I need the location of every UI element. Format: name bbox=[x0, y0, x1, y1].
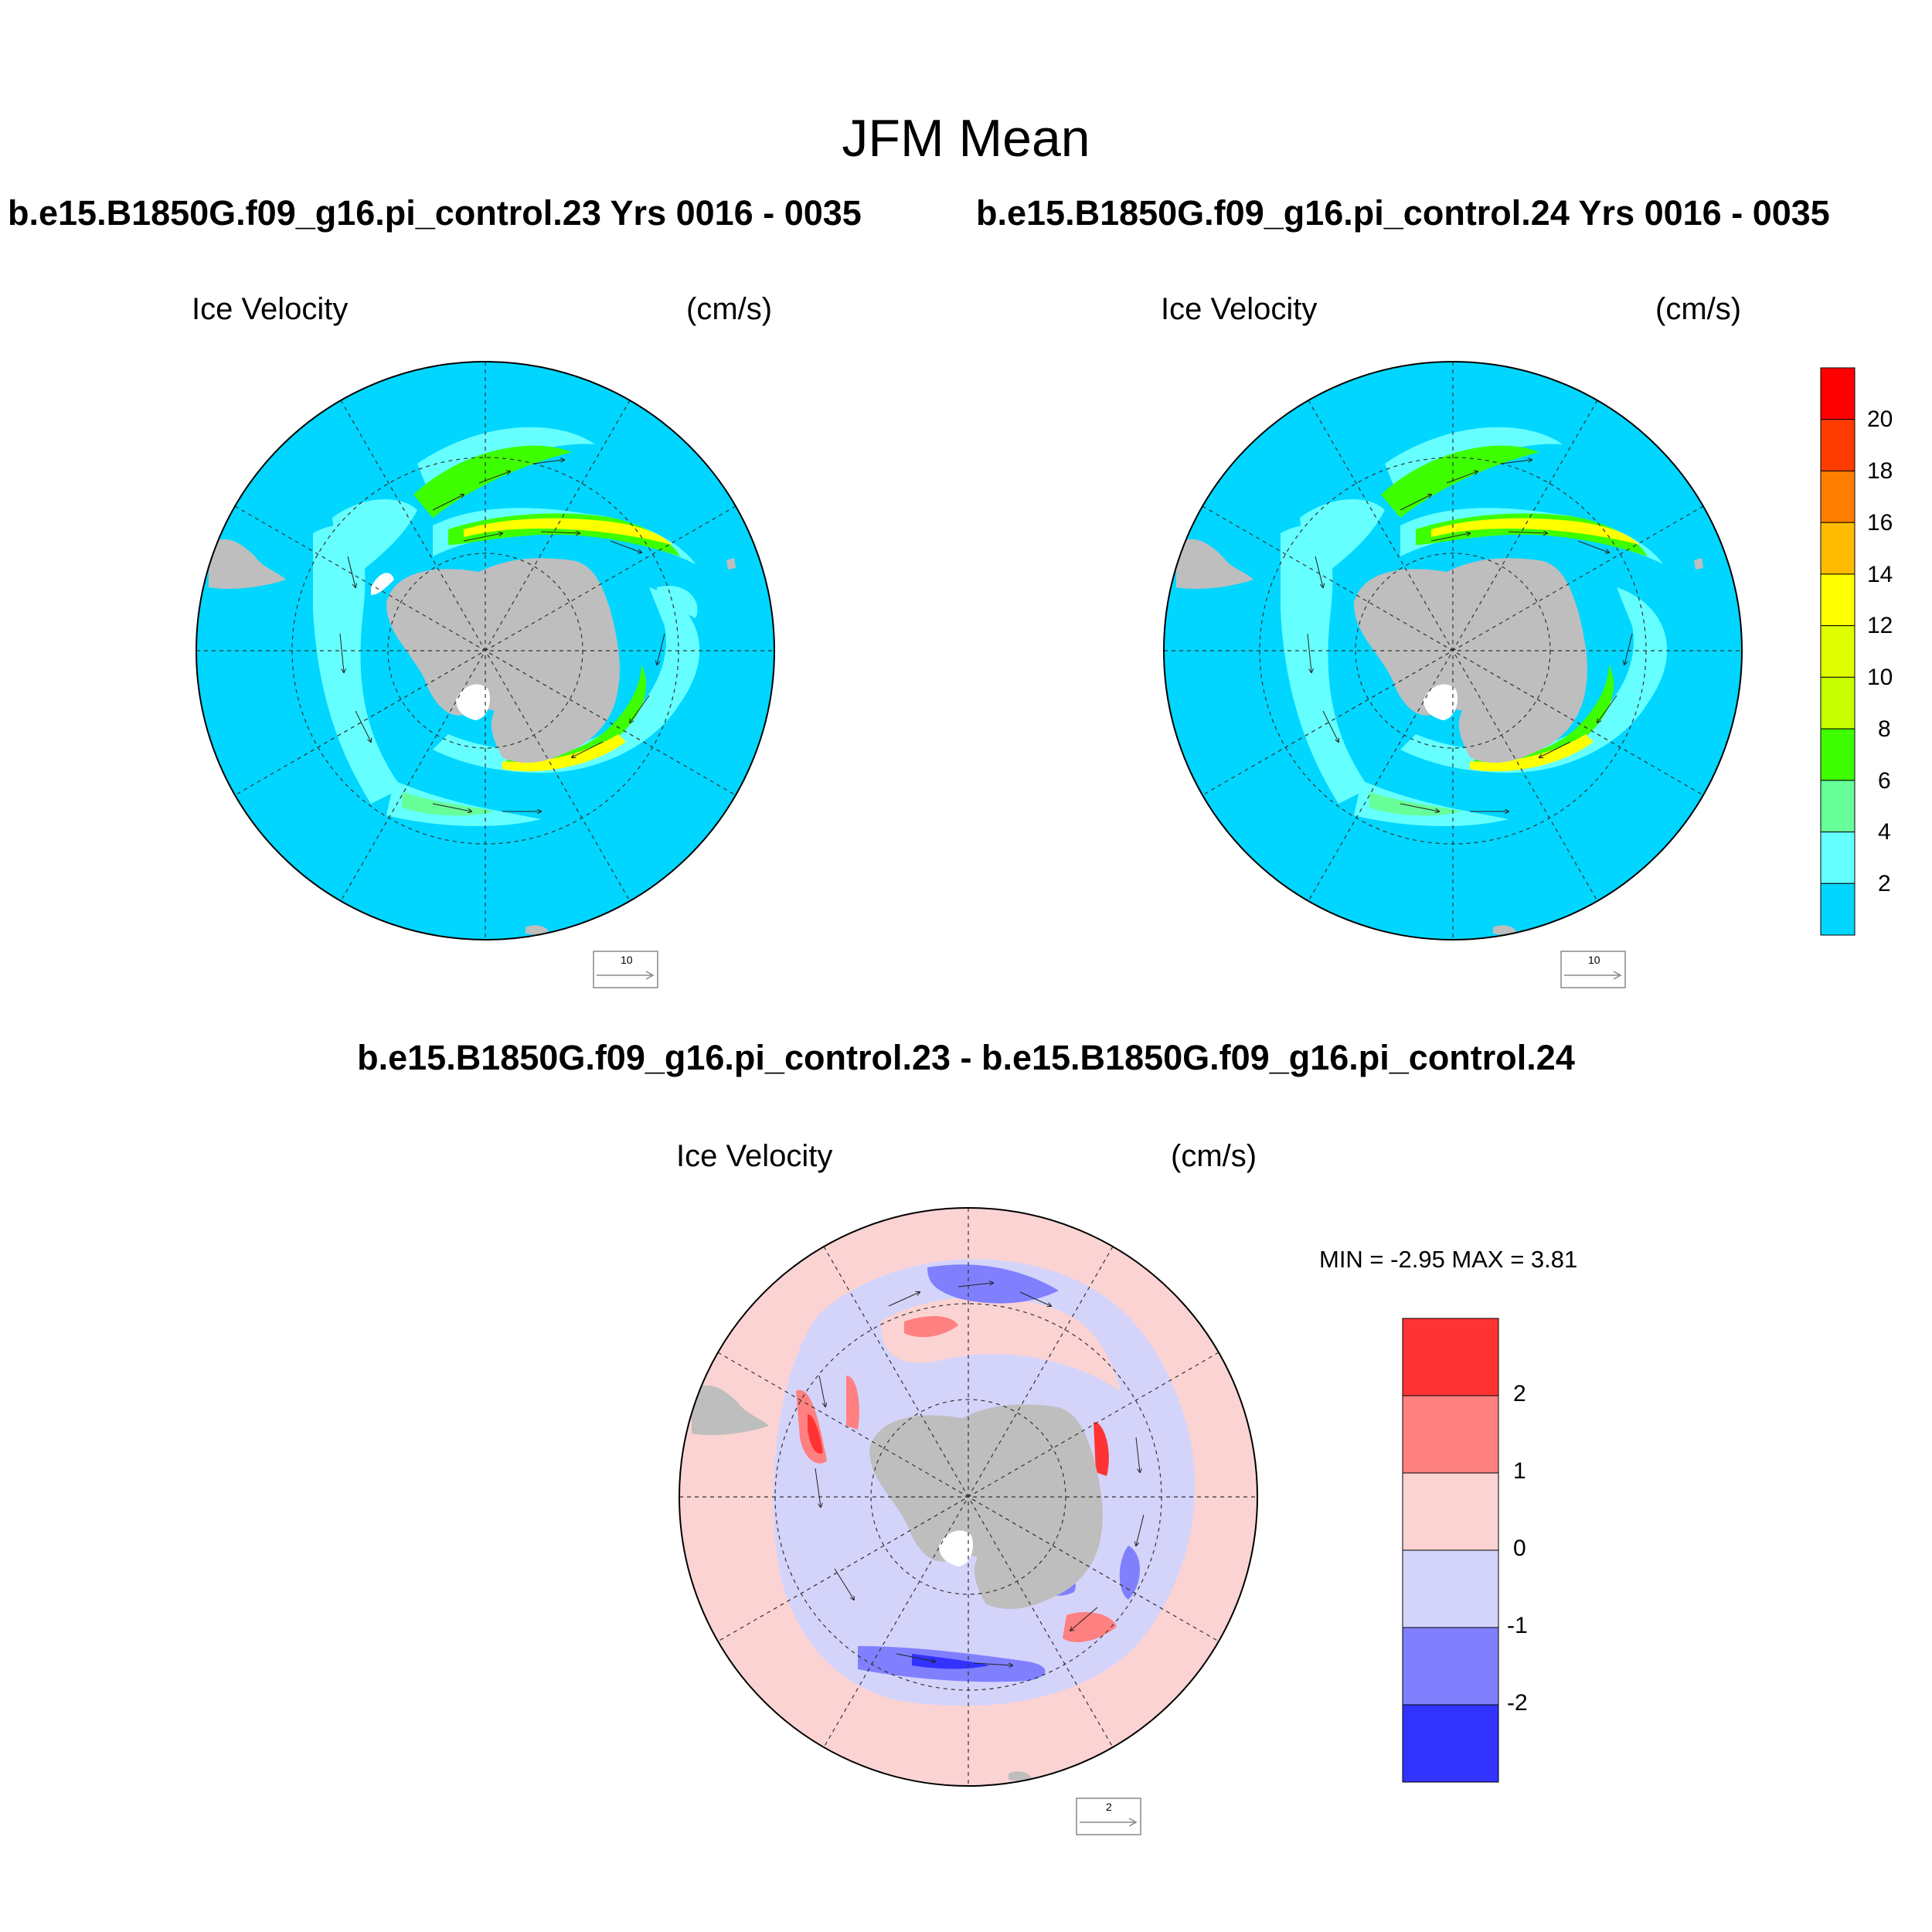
diff-colorbar-cell bbox=[1402, 1549, 1499, 1628]
colorbar bbox=[1820, 367, 1855, 936]
colorbar-label: 20 bbox=[1867, 406, 1893, 432]
page-title: JFM Mean bbox=[842, 109, 1090, 168]
difference-reference-vector-box bbox=[1076, 1798, 1141, 1835]
panel-1-velocity-field bbox=[313, 427, 700, 827]
diff-colorbar-label: 2 bbox=[1513, 1381, 1526, 1406]
panel-1-variable-label: Ice Velocity bbox=[192, 292, 349, 326]
panel-2-map bbox=[1164, 362, 1742, 940]
colorbar-cell bbox=[1820, 573, 1855, 627]
panel-2-south-america bbox=[1176, 539, 1253, 589]
panel-1-reference-vector-box bbox=[593, 951, 658, 988]
colorbar-cell bbox=[1820, 832, 1855, 884]
diff-colorbar-label: -1 bbox=[1507, 1613, 1528, 1638]
colorbar-cell bbox=[1820, 676, 1855, 730]
diff-colorbar-cell bbox=[1402, 1395, 1499, 1474]
colorbar-cell bbox=[1820, 522, 1855, 575]
colorbar-label: 8 bbox=[1878, 716, 1891, 742]
difference-units-label: (cm/s) bbox=[1171, 1139, 1257, 1173]
colorbar-cell bbox=[1820, 780, 1855, 833]
diff-colorbar-cell bbox=[1402, 1318, 1499, 1396]
colorbar-label: 6 bbox=[1878, 768, 1891, 794]
panel-2-vectors bbox=[1307, 460, 1633, 811]
difference-map bbox=[679, 1208, 1257, 1786]
colorbar-label: 2 bbox=[1878, 871, 1891, 896]
colorbar-cell bbox=[1820, 883, 1855, 936]
colorbar-label: 18 bbox=[1867, 458, 1893, 484]
colorbar-label: 16 bbox=[1867, 510, 1893, 536]
difference-vectors bbox=[815, 1283, 1145, 1665]
diff-colorbar-label: 0 bbox=[1513, 1536, 1526, 1561]
panel-2-reference-vector-box bbox=[1560, 951, 1626, 988]
diff-colorbar-cell bbox=[1402, 1472, 1499, 1551]
panel-2-map-border bbox=[1163, 361, 1743, 940]
difference-south-america bbox=[692, 1385, 769, 1435]
difference-graticule bbox=[679, 1208, 1257, 1786]
colorbar-label: 14 bbox=[1867, 562, 1893, 587]
colorbar-cell bbox=[1820, 470, 1855, 523]
colorbar-cell bbox=[1820, 419, 1855, 471]
panel-1-vectors bbox=[339, 460, 665, 811]
difference-minmax: MIN = -2.95 MAX = 3.81 bbox=[1319, 1246, 1578, 1273]
diff-colorbar-cell bbox=[1402, 1704, 1499, 1783]
diff-colorbar bbox=[1402, 1318, 1499, 1783]
panel-1-map-border bbox=[196, 361, 775, 940]
panel-2-graticule bbox=[1164, 362, 1742, 940]
colorbar-label: 10 bbox=[1867, 665, 1893, 690]
difference-title: b.e15.B1850G.f09_g16.pi_control.23 - b.e… bbox=[357, 1038, 1575, 1077]
panel-1-graticule bbox=[196, 362, 774, 940]
diff-colorbar-cell bbox=[1402, 1627, 1499, 1706]
diff-colorbar-label: 1 bbox=[1513, 1458, 1526, 1484]
panel-1-reference-vector-label: 10 bbox=[621, 954, 633, 966]
colorbar-cell bbox=[1820, 367, 1855, 420]
panel-2-units-label: (cm/s) bbox=[1655, 292, 1742, 326]
panel-2-reference-vector-label: 10 bbox=[1588, 954, 1600, 966]
panel-1-case-title: b.e15.B1850G.f09_g16.pi_control.23 Yrs 0… bbox=[8, 193, 862, 233]
difference-map-border bbox=[679, 1207, 1258, 1787]
difference-variable-label: Ice Velocity bbox=[676, 1139, 833, 1173]
panel-2-velocity-field bbox=[1281, 427, 1668, 827]
colorbar-label: 12 bbox=[1867, 613, 1893, 638]
panel-2-variable-label: Ice Velocity bbox=[1161, 292, 1318, 326]
colorbar-cell bbox=[1820, 625, 1855, 678]
panel-1-units-label: (cm/s) bbox=[686, 292, 773, 326]
panel-1-south-america bbox=[209, 539, 286, 589]
colorbar-cell bbox=[1820, 728, 1855, 781]
diff-colorbar-label: -2 bbox=[1507, 1690, 1528, 1716]
panel-1-map bbox=[196, 362, 774, 940]
panel-2-case-title: b.e15.B1850G.f09_g16.pi_control.24 Yrs 0… bbox=[976, 193, 1830, 233]
colorbar-label: 4 bbox=[1878, 819, 1891, 845]
difference-reference-vector-label: 2 bbox=[1106, 1801, 1112, 1813]
